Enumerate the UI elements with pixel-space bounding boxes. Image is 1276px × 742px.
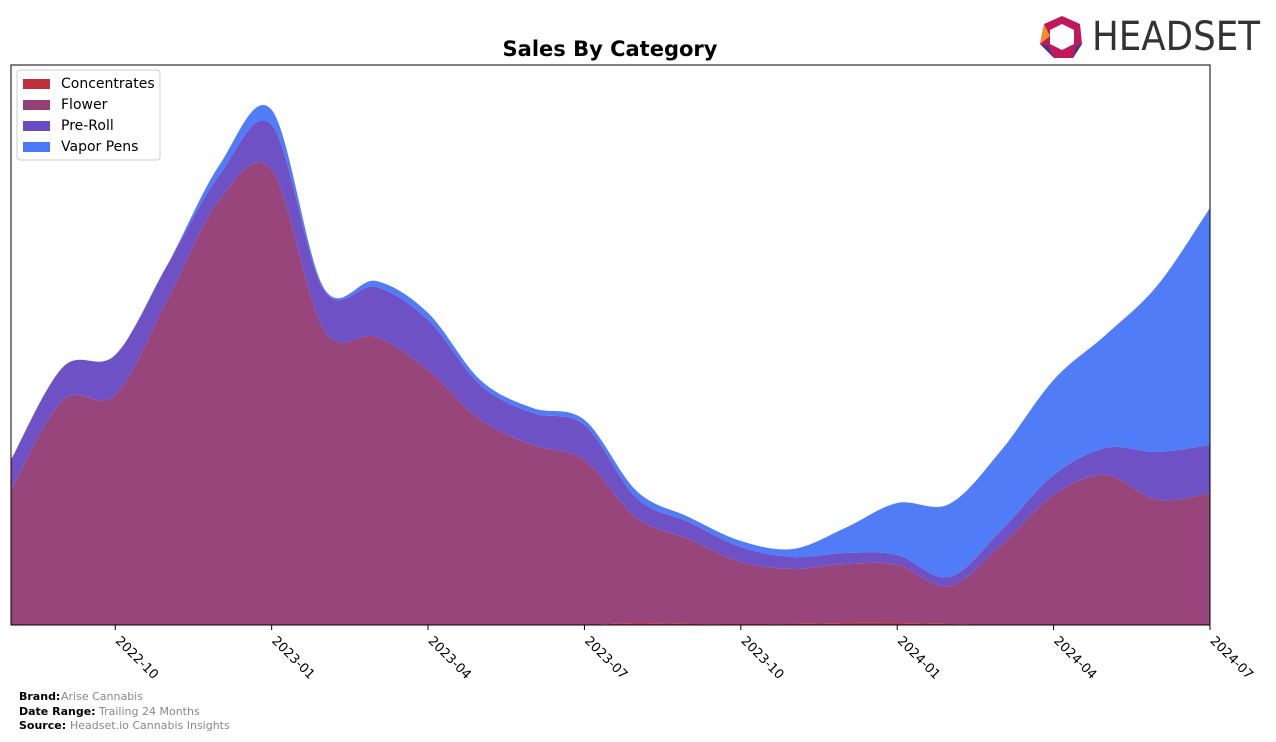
legend-swatch <box>23 100 50 110</box>
logo-text: HEADSET <box>1092 14 1260 60</box>
legend-swatch <box>23 121 50 131</box>
legend: Concentrates Flower Pre-Roll Vapor Pens <box>16 69 161 161</box>
chart-title: Sales By Category <box>503 37 718 61</box>
x-tick-label: 2024-07 <box>1207 634 1256 683</box>
footer: Brand: Arise Cannabis Date Range: Traili… <box>19 690 230 732</box>
legend-swatch <box>23 79 50 89</box>
footer-label: Date Range: <box>19 705 96 718</box>
x-tick-label: 2023-01 <box>268 634 317 683</box>
legend-label: Flower <box>61 97 108 113</box>
x-tick-label: 2024-01 <box>894 634 943 683</box>
footer-value: Trailing 24 Months <box>98 705 200 718</box>
x-tick-label: 2022-10 <box>112 634 161 683</box>
x-tick-label: 2023-10 <box>738 634 787 683</box>
x-tick-label: 2023-07 <box>581 634 630 683</box>
footer-label: Brand: <box>19 690 60 703</box>
footer-value: Headset.io Cannabis Insights <box>70 719 230 732</box>
x-tick-label: 2024-04 <box>1050 634 1099 683</box>
area <box>11 162 1210 626</box>
logo: HEADSET <box>1040 14 1260 60</box>
legend-label: Pre-Roll <box>61 118 114 134</box>
plot-area <box>11 104 1210 626</box>
legend-label: Vapor Pens <box>61 139 138 155</box>
legend-label: Concentrates <box>61 76 155 92</box>
x-tick-label: 2023-04 <box>425 634 474 683</box>
footer-value: Arise Cannabis <box>61 690 143 703</box>
plot-frame <box>10 64 1211 626</box>
legend-swatch <box>23 142 50 152</box>
legend-box <box>16 69 161 161</box>
footer-label: Source: <box>19 719 66 732</box>
